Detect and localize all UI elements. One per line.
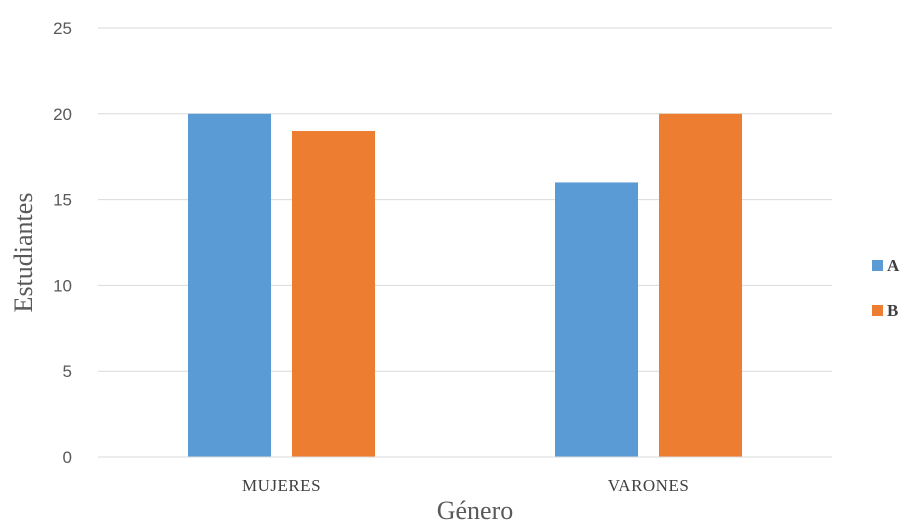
x-axis-title: Género — [437, 496, 514, 524]
legend-label: B — [887, 301, 898, 320]
bars — [188, 113, 742, 458]
x-axis-categories: MUJERES VARONES — [242, 476, 689, 495]
legend: AB — [872, 256, 900, 320]
y-axis-ticks: 0 5 10 15 20 25 — [53, 19, 72, 467]
legend-swatch-A — [872, 260, 883, 271]
y-tick-label: 10 — [53, 276, 72, 295]
bar-B-varones — [659, 113, 742, 458]
bar-A-varones — [555, 182, 638, 457]
y-tick-label: 0 — [63, 448, 72, 467]
y-tick-label: 15 — [53, 191, 72, 210]
legend-label: A — [887, 256, 900, 275]
y-axis-title: Estudiantes — [9, 193, 38, 313]
y-tick-label: 25 — [53, 19, 72, 38]
x-category-label: MUJERES — [242, 476, 321, 495]
bar-B-mujeres — [292, 130, 375, 457]
y-tick-label: 5 — [63, 362, 72, 381]
x-category-label: VARONES — [608, 476, 690, 495]
bar-A-mujeres — [188, 113, 271, 458]
y-tick-label: 20 — [53, 105, 72, 124]
legend-swatch-B — [872, 305, 883, 316]
